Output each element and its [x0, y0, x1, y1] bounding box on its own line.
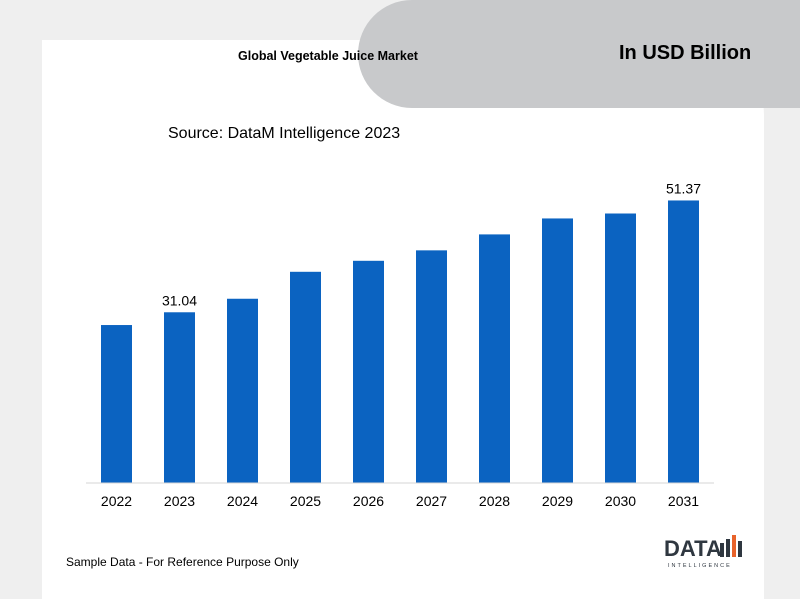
x-tick-label: 2026: [353, 493, 384, 509]
chart-card: [42, 40, 764, 599]
logo-subtext: INTELLIGENCE: [668, 563, 732, 569]
x-tick-label: 2023: [164, 493, 195, 509]
bar-2028: [479, 234, 510, 483]
logo-text: DATA: [664, 536, 722, 561]
chart-title: Global Vegetable Juice Market: [238, 49, 418, 63]
unit-label: In USD Billion: [619, 42, 752, 64]
bar-2024: [227, 298, 258, 483]
x-tick-label: 2028: [479, 493, 510, 509]
x-tick-label: 2024: [227, 493, 258, 509]
header-pill: [358, 0, 800, 108]
bar-2031: [668, 200, 699, 483]
bar-2029: [542, 218, 573, 483]
x-tick-label: 2029: [542, 493, 573, 509]
x-tick-label: 2030: [605, 493, 636, 509]
bar-2027: [416, 250, 447, 483]
x-tick-label: 2027: [416, 493, 447, 509]
bar-2025: [290, 271, 321, 483]
bar-2023: [164, 312, 195, 483]
disclaimer-note: Sample Data - For Reference Purpose Only: [66, 555, 299, 569]
bar-2026: [353, 260, 384, 483]
datam-logo: DATA INTELLIGENCE: [664, 535, 742, 569]
source-label: Source: DataM Intelligence 2023: [168, 125, 401, 142]
bar-2030: [605, 213, 636, 483]
data-label: 51.37: [666, 180, 701, 196]
x-tick-label: 2022: [101, 493, 132, 509]
x-tick-label: 2031: [668, 493, 699, 509]
x-tick-label: 2025: [290, 493, 321, 509]
data-label: 31.04: [162, 292, 197, 308]
bar-2022: [101, 325, 132, 483]
